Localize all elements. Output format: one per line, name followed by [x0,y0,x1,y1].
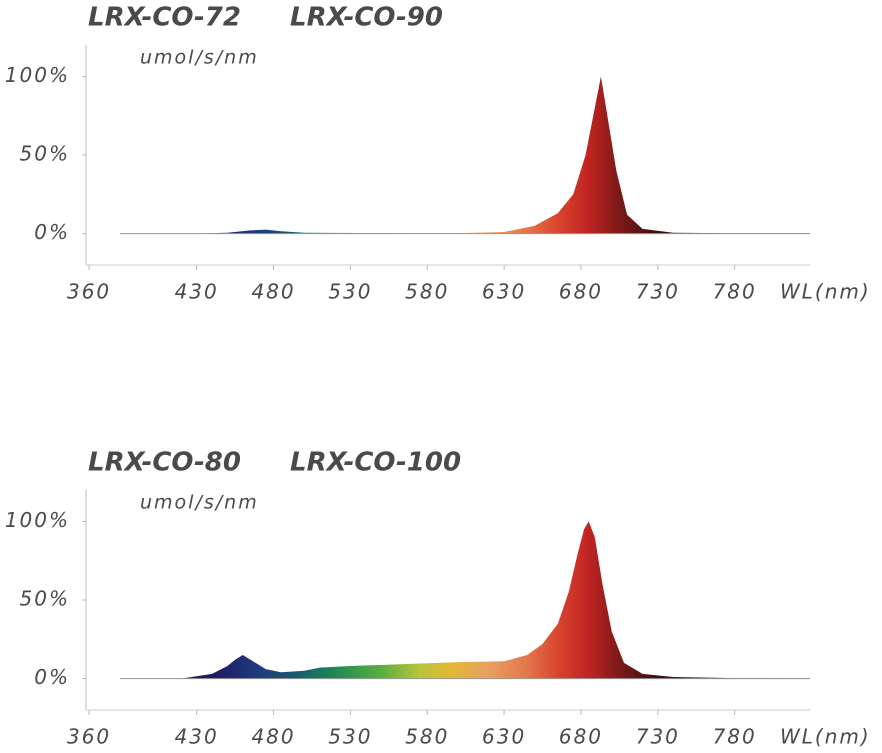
x-tick-label: 530 [328,725,372,749]
chart-title: LRX-CO-80 [88,448,241,478]
spectrum-area [119,521,811,679]
x-tick-label: 580 [405,725,449,749]
y-axis-label: umol/s/nm [140,492,259,514]
y-axis-label: umol/s/nm [140,47,259,69]
y-tick-label: 50% [20,587,70,611]
x-tick-label: 430 [175,280,219,304]
y-tick-label: 100% [5,508,70,532]
x-tick-label: 430 [175,725,219,749]
x-tick-label: 730 [636,280,680,304]
x-axis-label: WL(nm) [780,280,871,304]
spectrum-area [119,76,811,234]
x-tick-label: 780 [713,725,757,749]
x-tick-label: 780 [713,280,757,304]
x-tick-label: 680 [559,725,603,749]
x-tick-label: 680 [559,280,603,304]
x-tick-label: 630 [482,725,526,749]
x-tick-label: 730 [636,725,680,749]
x-tick-label: 360 [67,725,111,749]
chart-title: LRX-CO-90 [290,3,443,33]
chart-title: LRX-CO-100 [290,448,461,478]
x-tick-label: 360 [67,280,111,304]
x-axis-label: WL(nm) [780,725,871,749]
y-tick-label: 100% [5,63,70,87]
x-tick-label: 530 [328,280,372,304]
y-tick-label: 0% [34,665,70,689]
y-tick-label: 0% [34,220,70,244]
x-tick-label: 630 [482,280,526,304]
y-tick-label: 50% [20,142,70,166]
x-tick-label: 480 [251,725,295,749]
x-tick-label: 580 [405,280,449,304]
x-tick-label: 480 [251,280,295,304]
chart-title: LRX-CO-72 [88,3,241,33]
